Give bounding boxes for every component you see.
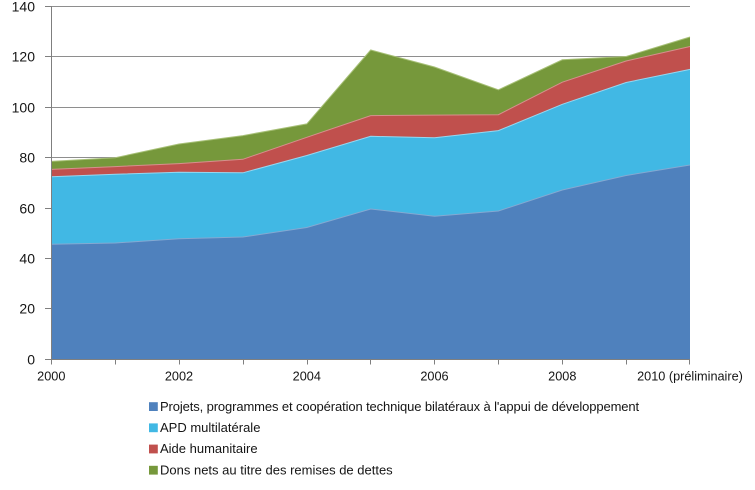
svg-text:120: 120 [12,48,36,64]
svg-text:2004: 2004 [293,369,321,383]
svg-text:140: 140 [12,0,36,14]
svg-text:2008: 2008 [548,369,576,383]
svg-text:Dons nets au titre des remises: Dons nets au titre des remises de dettes [160,462,393,477]
svg-text:100: 100 [12,99,36,115]
svg-text:60: 60 [19,200,35,216]
svg-text:2006: 2006 [420,369,448,383]
svg-text:2000: 2000 [37,369,65,383]
svg-text:20: 20 [19,300,35,316]
svg-text:80: 80 [19,149,35,165]
svg-text:Projets, programmes et coopéra: Projets, programmes et coopération techn… [160,399,640,414]
svg-text:40: 40 [19,250,35,266]
svg-text:Aide humanitaire: Aide humanitaire [160,441,258,456]
svg-text:0: 0 [27,351,35,367]
svg-text:APD multilatérale: APD multilatérale [160,420,260,435]
svg-text:2002: 2002 [165,369,193,383]
svg-text:2010 (préliminaire): 2010 (préliminaire) [637,369,743,383]
